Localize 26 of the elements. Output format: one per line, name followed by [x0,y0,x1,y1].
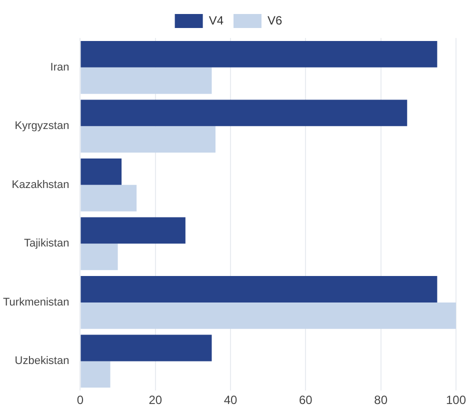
y-tick-label: Kyrgyzstan [14,120,70,132]
bar [80,244,118,270]
bar [80,158,122,185]
bar [80,184,137,212]
x-tick-label: 80 [374,393,388,408]
bar [80,67,212,94]
x-tick-label: 100 [446,393,466,408]
bar [80,100,408,126]
bar [80,40,438,68]
bar [80,334,212,362]
y-tick-label: Turkmenistan [2,296,70,308]
x-tick-label: 60 [299,393,313,408]
y-tick-label: Tajikistan [24,238,70,250]
y-tick-label: Iran [50,61,70,74]
bar [80,276,438,302]
bar [80,302,456,329]
y-tick-label: Kazakhstan [12,178,70,191]
x-tick-label: 20 [148,393,162,408]
y-tick-label: Uzbekistan [14,355,70,368]
bar [80,126,216,153]
legend-label: V4 [208,13,224,28]
bar [80,361,110,388]
x-tick-label: 0 [76,393,84,408]
legend-label: V6 [268,13,283,28]
x-tick-label: 40 [224,393,238,408]
bar [80,217,186,244]
